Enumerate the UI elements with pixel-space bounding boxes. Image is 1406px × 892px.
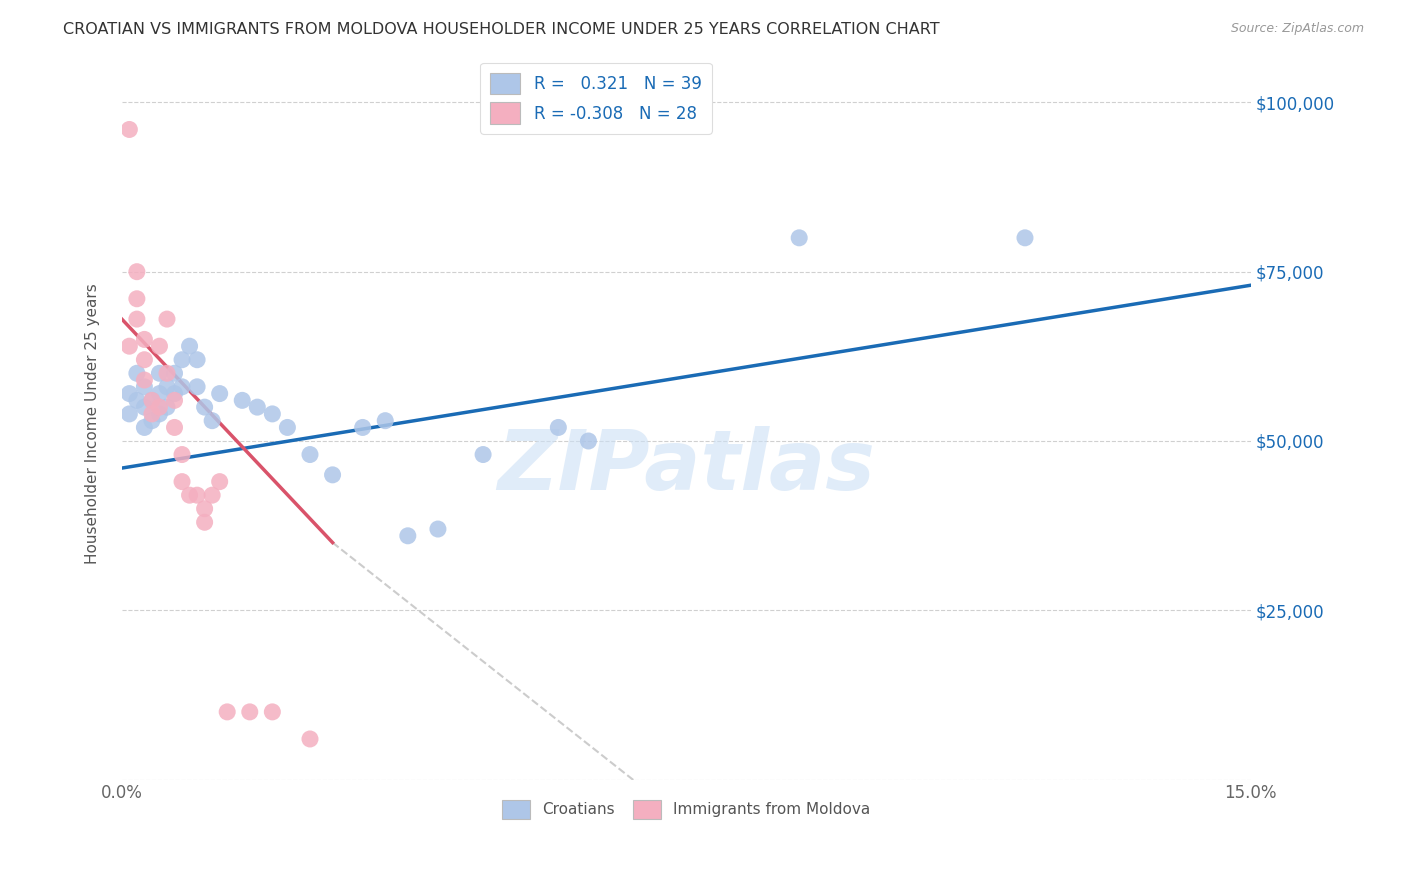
Point [141, 407, 163, 421]
Text: CROATIAN VS IMMIGRANTS FROM MOLDOVA HOUSEHOLDER INCOME UNDER 25 YEARS CORRELATIO: CROATIAN VS IMMIGRANTS FROM MOLDOVA HOUS… [63, 22, 939, 37]
Point [547, 420, 569, 434]
Point [134, 380, 156, 394]
Point [134, 352, 156, 367]
Point [246, 400, 269, 414]
Point [231, 393, 253, 408]
Point [141, 393, 163, 408]
Point [201, 488, 224, 502]
Point [374, 414, 396, 428]
Point [322, 467, 344, 482]
Point [578, 434, 600, 448]
Point [194, 501, 217, 516]
Point [1014, 231, 1036, 245]
Point [186, 352, 208, 367]
Point [163, 386, 186, 401]
Point [148, 407, 170, 421]
Point [118, 407, 141, 421]
Point [194, 400, 217, 414]
Point [179, 488, 201, 502]
Point [170, 475, 193, 489]
Point [194, 515, 217, 529]
Point [118, 386, 141, 401]
Point [472, 448, 495, 462]
Point [156, 366, 179, 380]
Point [179, 339, 201, 353]
Point [163, 393, 186, 408]
Text: ZIPatlas: ZIPatlas [498, 426, 876, 508]
Point [262, 705, 284, 719]
Point [141, 414, 163, 428]
Point [201, 414, 224, 428]
Point [134, 333, 156, 347]
Point [426, 522, 449, 536]
Point [148, 366, 170, 380]
Point [170, 380, 193, 394]
Point [125, 265, 148, 279]
Point [208, 475, 231, 489]
Point [163, 420, 186, 434]
Point [276, 420, 298, 434]
Point [352, 420, 374, 434]
Point [134, 420, 156, 434]
Point [186, 380, 208, 394]
Point [148, 339, 170, 353]
Point [125, 292, 148, 306]
Point [156, 380, 179, 394]
Point [163, 366, 186, 380]
Point [148, 400, 170, 414]
Point [239, 705, 262, 719]
Point [134, 400, 156, 414]
Point [298, 448, 321, 462]
Text: Source: ZipAtlas.com: Source: ZipAtlas.com [1230, 22, 1364, 36]
Point [125, 312, 148, 326]
Point [118, 122, 141, 136]
Point [262, 407, 284, 421]
Point [148, 386, 170, 401]
Point [156, 312, 179, 326]
Point [125, 393, 148, 408]
Point [186, 488, 208, 502]
Point [125, 366, 148, 380]
Point [217, 705, 239, 719]
Point [170, 448, 193, 462]
Point [141, 393, 163, 408]
Point [396, 529, 419, 543]
Y-axis label: Householder Income Under 25 years: Householder Income Under 25 years [86, 284, 100, 565]
Point [118, 339, 141, 353]
Legend: Croatians, Immigrants from Moldova: Croatians, Immigrants from Moldova [496, 794, 876, 825]
Point [170, 352, 193, 367]
Point [298, 731, 321, 746]
Point [156, 400, 179, 414]
Point [787, 231, 810, 245]
Point [134, 373, 156, 387]
Point [208, 386, 231, 401]
